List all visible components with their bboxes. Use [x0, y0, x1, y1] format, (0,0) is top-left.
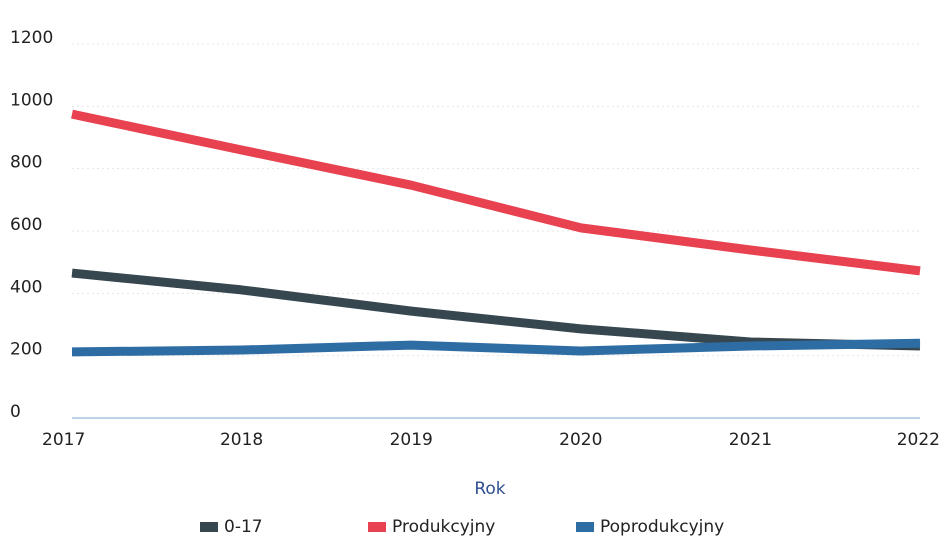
series-line [71, 338, 921, 357]
y-tick-label: 1200 [10, 28, 53, 48]
x-tick-label: 2020 [559, 430, 602, 450]
y-tick-label: 200 [10, 340, 42, 360]
legend-swatch [576, 522, 594, 532]
y-tick-label: 800 [10, 153, 42, 173]
x-tick-label: 2021 [729, 430, 772, 450]
y-tick-label: 400 [10, 277, 42, 297]
x-tick-label: 2019 [390, 430, 433, 450]
y-tick-label: 1000 [10, 90, 53, 110]
y-tick-label: 0 [10, 402, 21, 422]
legend-swatch [200, 522, 218, 532]
legend-swatch [368, 522, 386, 532]
x-tick-label: 2017 [42, 430, 85, 450]
x-tick-label: 2018 [220, 430, 263, 450]
x-axis-label: Rok [474, 479, 505, 499]
series-line [71, 268, 921, 351]
legend-label: 0-17 [224, 517, 263, 537]
legend-label: Produkcyjny [392, 517, 495, 537]
legend-label: Poprodukcyjny [600, 517, 724, 537]
y-tick-label: 600 [10, 215, 42, 235]
x-tick-label: 2022 [897, 430, 940, 450]
series-line [71, 109, 921, 276]
